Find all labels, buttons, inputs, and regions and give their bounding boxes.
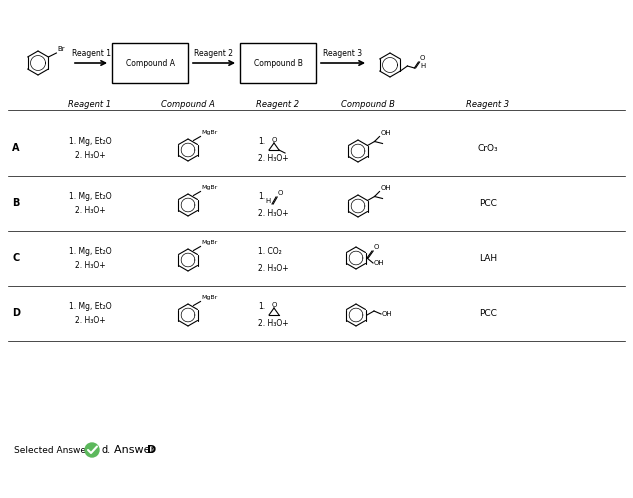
Text: Reagent 2: Reagent 2 [194, 49, 234, 58]
Text: MgBr: MgBr [201, 130, 218, 135]
Text: CrO₃: CrO₃ [478, 143, 498, 152]
Text: O: O [272, 301, 277, 307]
Text: OH: OH [380, 184, 391, 191]
Text: Compound A: Compound A [125, 58, 175, 68]
Text: C: C [13, 253, 20, 263]
Text: 1. Mg, Et₂O: 1. Mg, Et₂O [69, 247, 111, 255]
Text: 2. H₃O+: 2. H₃O+ [75, 206, 105, 215]
Text: 1. CO₂: 1. CO₂ [258, 247, 282, 255]
Text: OH: OH [382, 311, 392, 317]
Text: O: O [277, 190, 283, 196]
Text: 2. H₃O+: 2. H₃O+ [75, 260, 105, 269]
Text: OH: OH [374, 260, 385, 266]
Text: PCC: PCC [479, 308, 497, 318]
Text: Compound B: Compound B [254, 58, 303, 68]
Text: Reagent 1: Reagent 1 [72, 49, 111, 58]
Text: Selected Answer:: Selected Answer: [14, 446, 92, 455]
Text: A: A [12, 143, 20, 153]
Text: 1. Mg, Et₂O: 1. Mg, Et₂O [69, 136, 111, 145]
Text: 2. H₃O+: 2. H₃O+ [75, 316, 105, 325]
Text: 2. H₃O+: 2. H₃O+ [258, 263, 289, 272]
Text: 1. Mg, Et₂O: 1. Mg, Et₂O [69, 192, 111, 201]
Text: 2. H₃O+: 2. H₃O+ [258, 319, 289, 328]
Text: MgBr: MgBr [201, 185, 218, 190]
Text: 1.: 1. [258, 136, 265, 145]
Text: D: D [12, 308, 20, 318]
Text: H: H [266, 198, 271, 204]
Text: Reagent 1: Reagent 1 [68, 100, 111, 109]
Text: Br: Br [58, 46, 65, 52]
Text: 2. H₃O+: 2. H₃O+ [258, 209, 289, 218]
Text: OH: OH [380, 129, 391, 135]
Text: B: B [12, 198, 20, 208]
Text: O: O [272, 136, 277, 142]
Circle shape [85, 443, 99, 457]
Text: MgBr: MgBr [201, 241, 218, 246]
Text: Reagent 3: Reagent 3 [323, 49, 363, 58]
Text: D: D [147, 445, 156, 455]
Text: Reagent 2: Reagent 2 [256, 100, 299, 109]
Text: 1.: 1. [258, 192, 265, 201]
Text: Compound B: Compound B [341, 100, 395, 109]
Text: Reagent 3: Reagent 3 [467, 100, 510, 109]
Text: Compound A: Compound A [161, 100, 215, 109]
Text: Answer: Answer [114, 445, 159, 455]
Text: 2. H₃O+: 2. H₃O+ [258, 153, 289, 162]
Text: 2. H₃O+: 2. H₃O+ [75, 150, 105, 159]
Bar [112, 43, 188, 83]
Text: MgBr: MgBr [201, 295, 218, 300]
Text: O: O [420, 55, 425, 61]
Text: PCC: PCC [479, 199, 497, 208]
Text: d.: d. [102, 445, 111, 455]
Bar [240, 43, 316, 83]
Text: 1. Mg, Et₂O: 1. Mg, Et₂O [69, 301, 111, 310]
Text: 1.: 1. [258, 301, 265, 310]
Text: LAH: LAH [479, 253, 497, 262]
Text: H: H [420, 63, 425, 69]
Text: O: O [373, 244, 379, 250]
